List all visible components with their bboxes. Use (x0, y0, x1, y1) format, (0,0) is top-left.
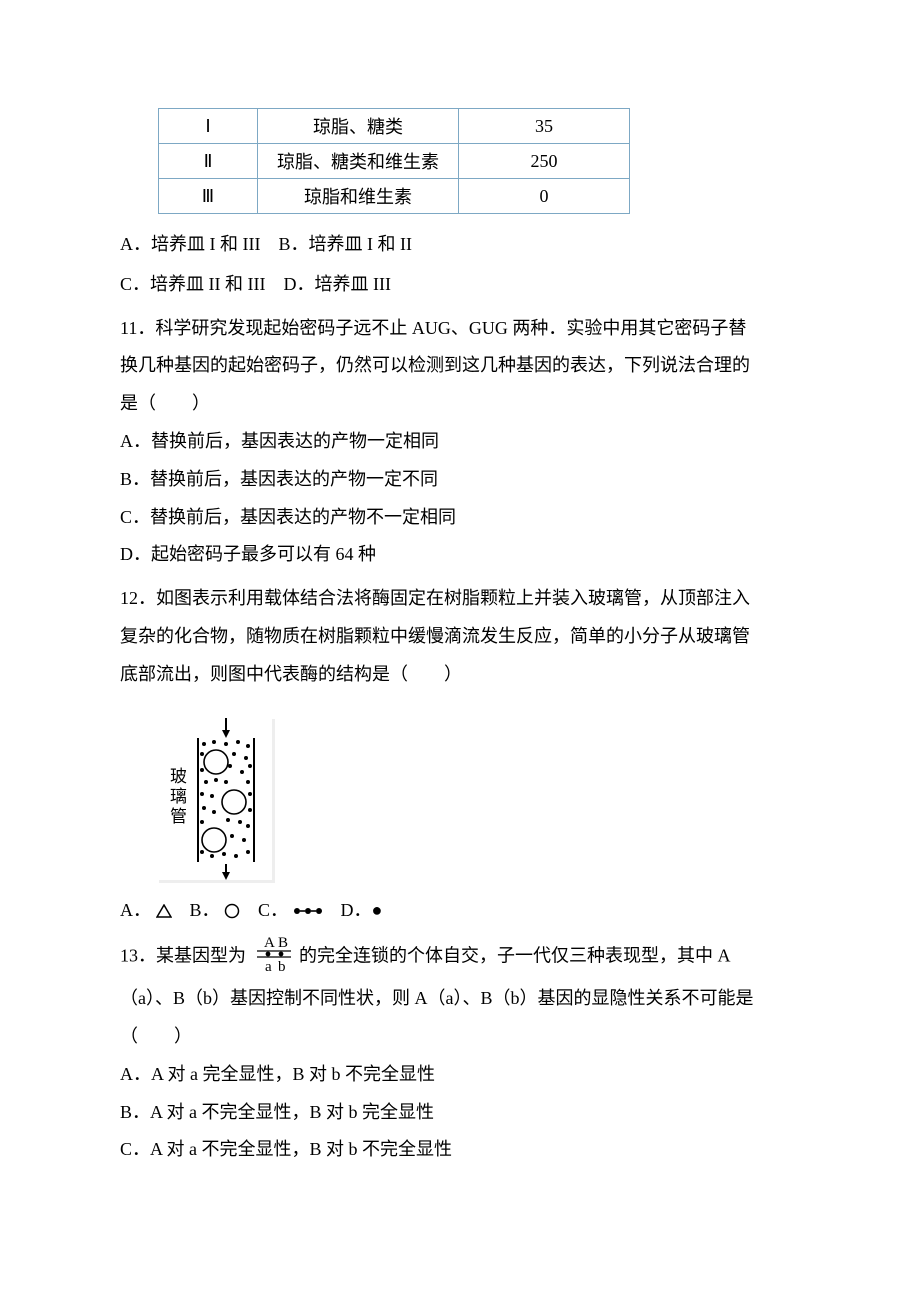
option-c-prefix: C． (258, 900, 288, 920)
table-row: Ⅱ 琼脂、糖类和维生素 250 (159, 144, 630, 179)
table-row: Ⅰ 琼脂、糖类 35 (159, 109, 630, 144)
svg-text:a: a (265, 959, 272, 975)
cell: 250 (459, 144, 630, 179)
q11-option-b: B．替换前后，基因表达的产物一定不同 (120, 461, 800, 499)
resin-circle-icon (204, 750, 228, 774)
culture-table: Ⅰ 琼脂、糖类 35 Ⅱ 琼脂、糖类和维生素 250 Ⅲ 琼脂和维生素 0 (158, 108, 630, 214)
cell: 琼脂、糖类 (258, 109, 459, 144)
option-a-prefix: A． (120, 900, 151, 920)
cell: Ⅰ (159, 109, 258, 144)
q10-options-line1: A．培养皿 I 和 III B．培养皿 I 和 II (120, 226, 800, 264)
svg-text:A: A (264, 935, 275, 951)
page: Ⅰ 琼脂、糖类 35 Ⅱ 琼脂、糖类和维生素 250 Ⅲ 琼脂和维生素 0 A．… (0, 0, 920, 1229)
cell: 琼脂、糖类和维生素 (258, 144, 459, 179)
svg-text:b: b (278, 959, 286, 975)
q13-stem-l3: （ ） (120, 1018, 800, 1056)
genotype-diagram-icon: A B a b (251, 935, 295, 980)
triangle-icon (156, 904, 172, 918)
resin-circle-icon (202, 828, 226, 852)
q11-option-c: C．替换前后，基因表达的产物不一定相同 (120, 499, 800, 537)
glass-tube-diagram: 玻 璃 管 (156, 716, 276, 884)
q11-option-a: A．替换前后，基因表达的产物一定相同 (120, 423, 800, 461)
q12-stem-l2: 复杂的化合物，随物质在树脂颗粒中缓慢滴流发生反应，简单的小分子从玻璃管 (120, 618, 800, 656)
cell: 35 (459, 109, 630, 144)
q13-stem-l2: （a）、B（b）基因控制不同性状，则 A（a）、B（b）基因的显隐性关系不可能是 (120, 980, 800, 1018)
option-c: C．培养皿 II 和 III (120, 274, 265, 294)
q11-stem-l3: 是（ ） (120, 385, 800, 423)
chain-icon (293, 905, 323, 917)
q12-stem-l3: 底部流出，则图中代表酶的结构是（ ） (120, 656, 800, 694)
cell: 0 (459, 179, 630, 214)
q11-stem-l2: 换几种基因的起始密码子，仍然可以检测到这几种基因的表达，下列说法合理的 (120, 347, 800, 385)
q10-options-line2: C．培养皿 II 和 III D．培养皿 III (120, 266, 800, 304)
cell: Ⅱ (159, 144, 258, 179)
cell: Ⅲ (159, 179, 258, 214)
table-row: Ⅲ 琼脂和维生素 0 (159, 179, 630, 214)
svg-text:B: B (278, 935, 288, 951)
q11-option-d: D．起始密码子最多可以有 64 种 (120, 536, 800, 574)
option-d: D．● (341, 900, 383, 920)
resin-circle-icon (222, 790, 246, 814)
circle-icon (224, 903, 240, 919)
q13-option-a: A．A 对 a 完全显性，B 对 b 不完全显性 (120, 1056, 800, 1094)
q12-figure: 玻 璃 管 (156, 716, 276, 884)
option-b: B．培养皿 I 和 II (278, 234, 412, 254)
q13-stem-prefix: 13．某基因型为 (120, 946, 246, 966)
q12-options: A． B． C． D．● (120, 892, 800, 930)
figure-label-char2: 璃 (170, 787, 187, 806)
option-a: A．培养皿 I 和 III (120, 234, 260, 254)
q12-stem-l1: 12．如图表示利用载体结合法将酶固定在树脂颗粒上并装入玻璃管，从顶部注入 (120, 580, 800, 618)
q13-stem-l1: 13．某基因型为 A B a b 的完全连锁的个体自交，子一代仅三种表现型，其中… (120, 935, 800, 980)
figure-label-char3: 管 (170, 807, 187, 826)
cell: 琼脂和维生素 (258, 179, 459, 214)
q13-stem-suffix: 的完全连锁的个体自交，子一代仅三种表现型，其中 A (299, 946, 731, 966)
figure-label-char1: 玻 (170, 767, 187, 786)
q11-stem-l1: 11．科学研究发现起始密码子远不止 AUG、GUG 两种．实验中用其它密码子替 (120, 310, 800, 348)
q13-option-b: B．A 对 a 不完全显性，B 对 b 完全显性 (120, 1094, 800, 1132)
option-b-prefix: B． (190, 900, 220, 920)
q13-option-c: C．A 对 a 不完全显性，B 对 b 不完全显性 (120, 1131, 800, 1169)
option-d: D．培养皿 III (283, 274, 390, 294)
